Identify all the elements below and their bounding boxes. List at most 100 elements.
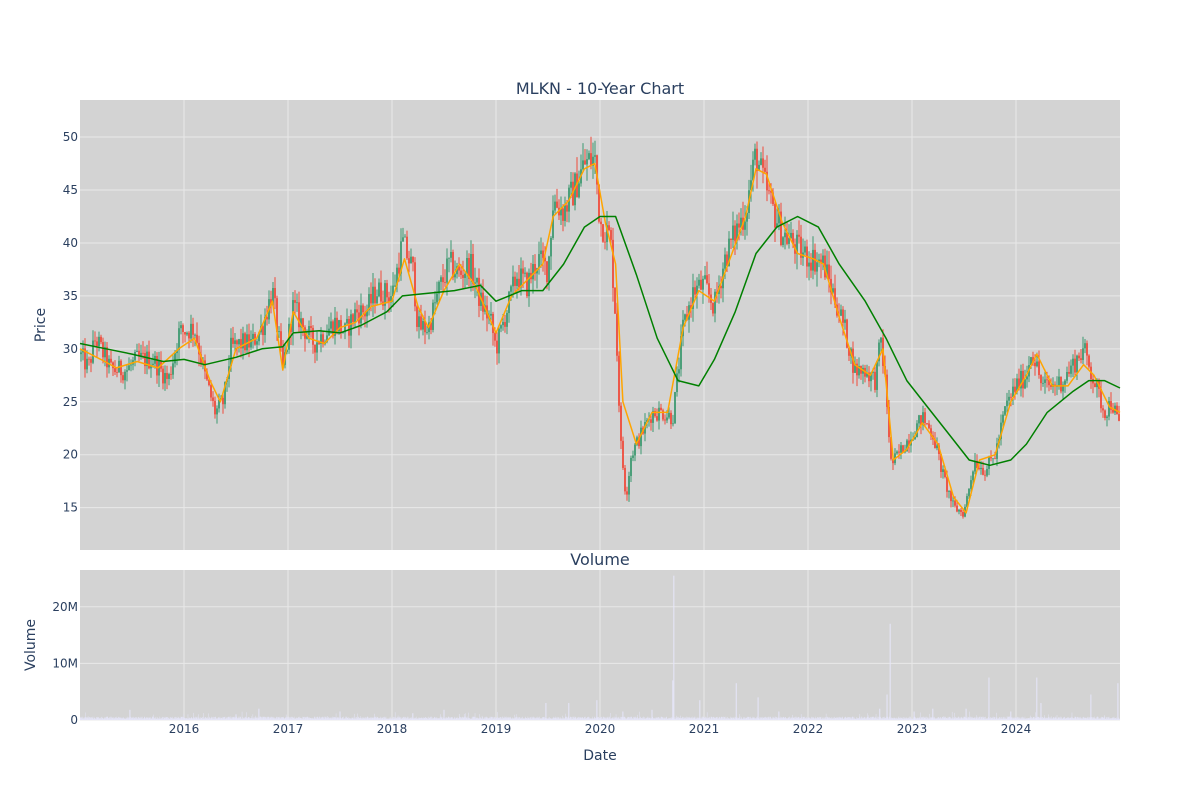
candle-body (628, 475, 630, 495)
volume-spike-bar (1036, 677, 1038, 720)
candle-body (756, 148, 758, 171)
candle-body (842, 309, 844, 323)
x-axis-label: Date (583, 748, 616, 764)
candle-body (350, 314, 352, 336)
candle-body (272, 288, 274, 306)
candle-body (166, 372, 168, 379)
candle-body (122, 375, 124, 381)
candle-body (564, 205, 566, 221)
candle-body (308, 326, 310, 336)
candle-body (562, 208, 564, 221)
candle-body (948, 490, 950, 492)
volume-spike-bar (672, 680, 674, 720)
candle-body (582, 160, 584, 170)
candle-body (914, 436, 916, 440)
candle-body (942, 469, 944, 472)
candle-body (282, 346, 284, 365)
candle-body (704, 275, 706, 279)
candle-body (162, 368, 164, 384)
candle-body (734, 225, 736, 241)
candle-body (148, 351, 150, 369)
candle-body (506, 313, 508, 327)
candle-body (738, 223, 740, 228)
volume-spike-bar (443, 709, 445, 720)
candle-body (788, 238, 790, 244)
candle-body (678, 369, 680, 374)
candle-body (750, 180, 752, 191)
candle-body (92, 340, 94, 363)
candle-body (522, 268, 524, 274)
candle-body (924, 412, 926, 424)
candle-body (286, 349, 288, 353)
candle-body (800, 236, 802, 258)
candle-body (960, 509, 962, 512)
price-y-tick-label: 50 (63, 130, 78, 144)
candle-body (560, 208, 562, 216)
candle-body (498, 328, 500, 354)
candle-body (830, 278, 832, 293)
candle-body (468, 258, 470, 279)
candle-body (784, 232, 786, 238)
short-moving-average-line (79, 162, 1121, 514)
candle-body (296, 302, 298, 304)
candle-body (1086, 343, 1088, 356)
candle-body (546, 261, 548, 283)
candle-body (436, 293, 438, 303)
candle-body (552, 210, 554, 238)
volume-spike-bar (651, 709, 653, 720)
candle-body (414, 262, 416, 307)
candle-body (870, 372, 872, 382)
candle-body (94, 340, 96, 342)
candle-body (1050, 385, 1052, 387)
candle-body (264, 316, 266, 336)
candle-body (814, 249, 816, 272)
candle-body (1060, 376, 1062, 392)
candle-body (694, 287, 696, 295)
candle-body (732, 225, 734, 240)
candle-body (540, 250, 542, 255)
candle-body (302, 318, 304, 328)
candle-body (556, 201, 558, 208)
candle-body (752, 159, 754, 181)
candle-body (856, 363, 858, 376)
candle-body (544, 257, 546, 262)
candle-body (968, 488, 970, 497)
price-y-tick-label: 45 (63, 183, 78, 197)
candle-body (848, 347, 850, 356)
volume-y-tick-label: 10M (52, 656, 78, 670)
candle-body (1024, 379, 1026, 389)
candle-body (1068, 371, 1070, 374)
candle-body (248, 334, 250, 348)
candle-body (892, 458, 894, 464)
candle-body (128, 365, 130, 371)
candle-body (604, 241, 606, 243)
candle-body (928, 423, 930, 429)
price-y-tick-label: 35 (63, 289, 78, 303)
candle-body (966, 496, 968, 507)
candle-body (420, 316, 422, 330)
candle-body (858, 365, 860, 376)
candle-body (798, 234, 800, 237)
candle-body (136, 350, 138, 352)
candle-body (662, 410, 664, 420)
volume-y-tick-labels: 0 10M 20M (52, 600, 78, 727)
candle-body (86, 358, 88, 370)
candle-body (880, 337, 882, 343)
candle-body (1058, 376, 1060, 387)
candle-body (186, 332, 188, 335)
price-chart-title: MLKN - 10-Year Chart (516, 79, 684, 98)
candle-body (992, 458, 994, 460)
candle-body (832, 288, 834, 293)
candle-body (256, 341, 258, 345)
candle-body (390, 296, 392, 303)
volume-bars (80, 575, 1121, 720)
candle-body (110, 358, 112, 363)
candle-body (222, 397, 224, 405)
candle-body (318, 342, 320, 344)
candle-body (592, 156, 594, 166)
candle-body (1072, 358, 1074, 366)
candle-body (258, 332, 260, 342)
candle-body (478, 277, 480, 306)
volume-spike-bar (258, 708, 260, 720)
candle-body (698, 279, 700, 286)
